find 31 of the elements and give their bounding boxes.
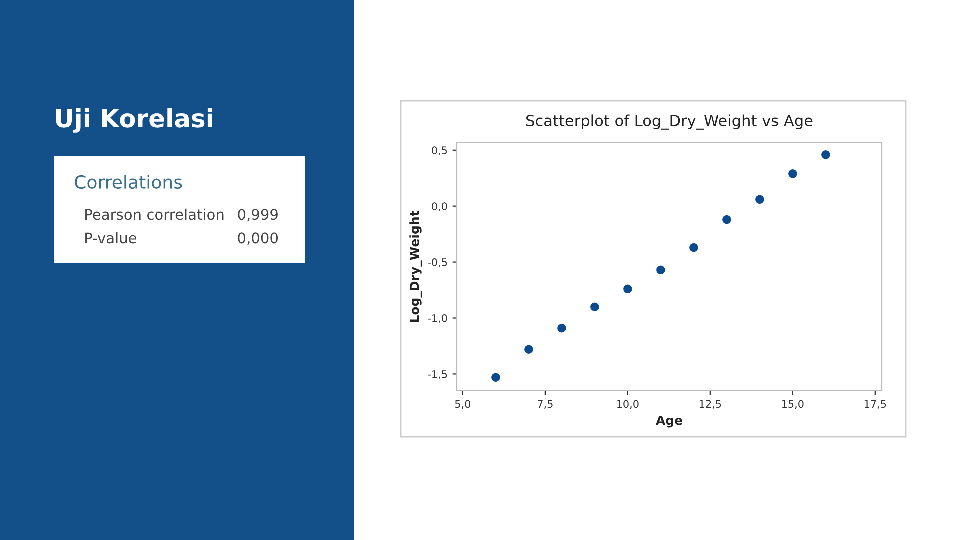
- point: [690, 243, 698, 252]
- point: [756, 195, 764, 204]
- point: [624, 284, 632, 294]
- point: [524, 345, 534, 354]
- y-tick-label: -1,5: [428, 370, 448, 380]
- x-axis-title: Age: [656, 416, 682, 428]
- x-tick-label: 5,0: [455, 400, 471, 410]
- x-tick-label: 10,0: [617, 400, 639, 410]
- y-tick-label: -1,0: [428, 314, 448, 324]
- y-axis-title: Log_Dry_Weight: [410, 210, 422, 322]
- point: [788, 170, 798, 178]
- text: P-value: [86, 232, 137, 244]
- y-tick-label: -0,5: [428, 258, 448, 268]
- point: [558, 324, 566, 333]
- x-tick-label: 17,5: [864, 400, 886, 410]
- point: [492, 373, 500, 382]
- x-tick-label: 7,5: [538, 400, 553, 410]
- text: 0,999: [238, 209, 278, 222]
- chart-title: Scatterplot of Log_Dry_Weight vs Age: [526, 114, 813, 130]
- point: [822, 150, 830, 160]
- text: Pearson correlation: [86, 208, 224, 220]
- point: [722, 215, 732, 224]
- y-tick-label: 0,5: [432, 146, 448, 156]
- point: [656, 266, 666, 275]
- x-tick-label: 15,0: [782, 400, 804, 410]
- text: Uji Korelasi: [56, 108, 212, 133]
- y-tick-label: 0,0: [432, 202, 448, 212]
- text: Correlations: [75, 175, 182, 190]
- text: 0,000: [238, 232, 278, 246]
- point: [590, 302, 600, 312]
- x-tick-label: 12,5: [700, 400, 722, 410]
